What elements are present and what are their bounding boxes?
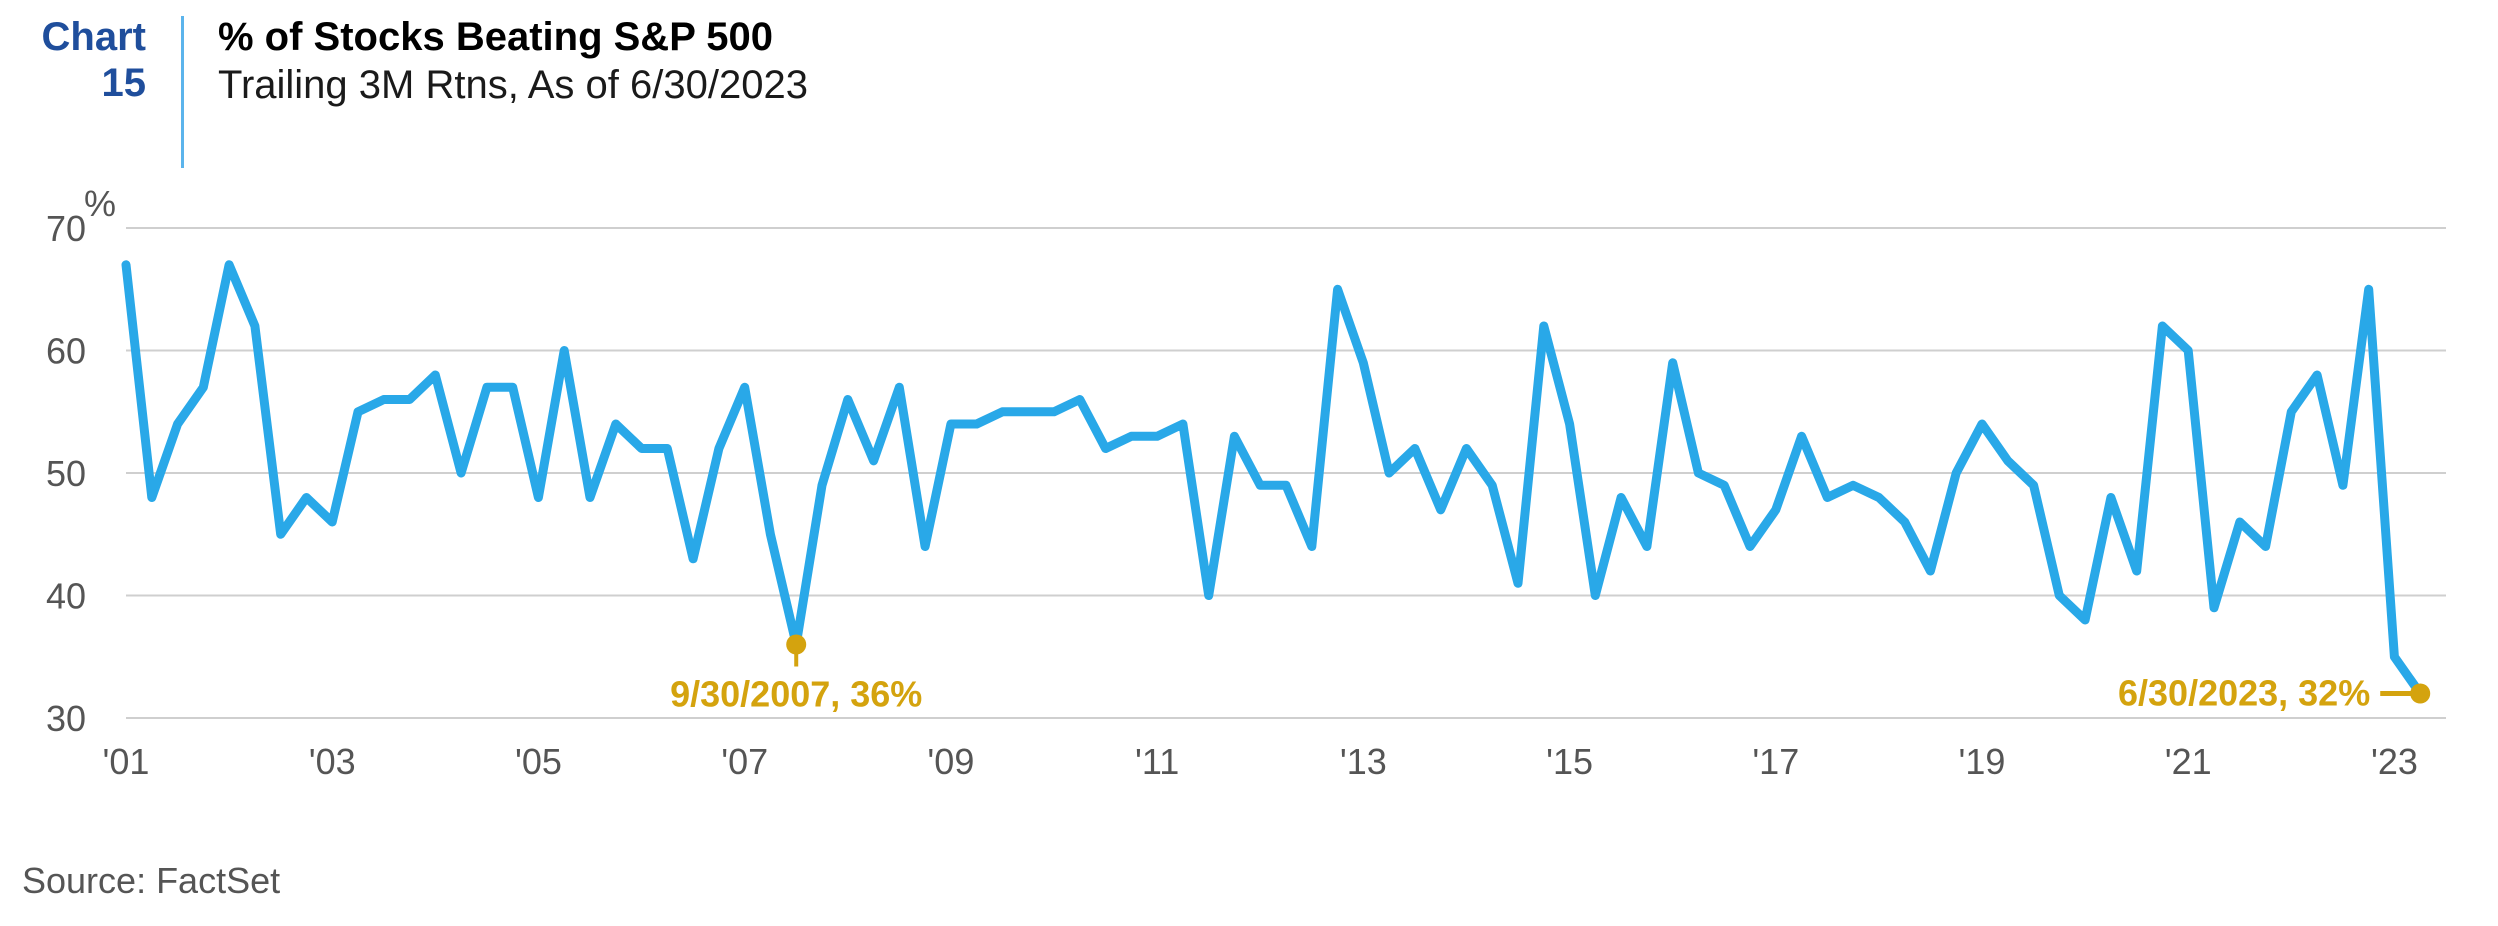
annotations: 9/30/2007, 36% 6/30/2023, 32% bbox=[670, 634, 2431, 715]
annotation-label: 9/30/2007, 36% bbox=[670, 674, 922, 715]
chart-number-label: Chart 15 bbox=[20, 14, 146, 106]
x-tick-label: '07 bbox=[721, 741, 768, 782]
x-tick-label: '11 bbox=[1135, 741, 1179, 782]
x-tick-label: '23 bbox=[2371, 741, 2418, 782]
x-tick-label: '01 bbox=[103, 741, 150, 782]
x-tick-label: '09 bbox=[927, 741, 974, 782]
chart-number: 15 bbox=[101, 61, 147, 105]
y-tick-label: 40 bbox=[46, 576, 86, 617]
x-tick-label: '17 bbox=[1752, 741, 1799, 782]
series-line bbox=[121, 260, 2425, 698]
x-tick-label: '21 bbox=[2165, 741, 2212, 782]
x-tick-label: '19 bbox=[1959, 741, 2006, 782]
x-tick-label: '05 bbox=[515, 741, 562, 782]
y-tick-label: 60 bbox=[46, 331, 86, 372]
x-axis-ticks: '01 '03 '05 '07 '09 '11 '13 '15 '17 '19 '21 '23 bbox=[103, 741, 2418, 782]
data-points bbox=[125, 264, 2421, 694]
annotation-marker bbox=[2410, 683, 2431, 704]
annotation-label: 6/30/2023, 32% bbox=[2118, 673, 2370, 714]
chart-subtitle: Trailing 3M Rtns, As of 6/30/2023 bbox=[218, 63, 808, 107]
y-tick-label: 70 bbox=[46, 208, 86, 249]
chart-word: Chart bbox=[41, 15, 146, 59]
x-tick-label: '13 bbox=[1340, 741, 1387, 782]
header-divider bbox=[181, 16, 184, 168]
y-tick-label: 50 bbox=[46, 453, 86, 494]
x-tick-label: '15 bbox=[1546, 741, 1593, 782]
y-axis-unit: % bbox=[84, 183, 116, 224]
y-axis-ticks: 30 40 50 60 70 bbox=[46, 208, 86, 739]
y-tick-label: 30 bbox=[46, 698, 86, 739]
annotation-marker bbox=[786, 634, 807, 655]
gridlines bbox=[126, 227, 2446, 719]
chart-title: % of Stocks Beating S&P 500 bbox=[218, 15, 773, 59]
x-tick-label: '03 bbox=[309, 741, 356, 782]
source-note: Source: FactSet bbox=[22, 860, 281, 901]
